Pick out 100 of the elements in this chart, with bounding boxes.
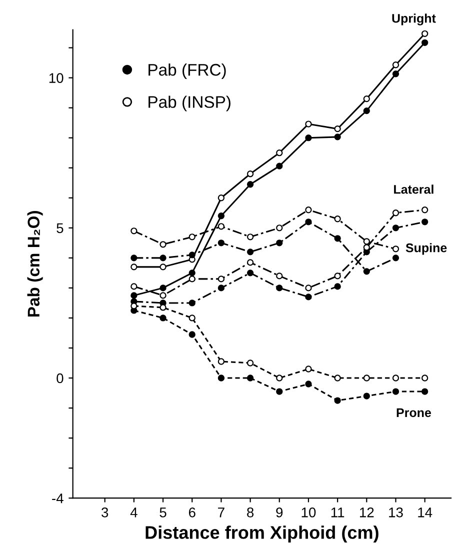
point <box>334 374 341 382</box>
point <box>363 238 370 245</box>
point <box>188 314 196 322</box>
y-axis-title: Pab (cm H₂O) <box>27 211 43 317</box>
point <box>246 170 254 178</box>
point <box>421 388 428 395</box>
point <box>392 374 400 382</box>
point <box>305 284 312 292</box>
x-tick-label: 8 <box>247 508 254 518</box>
point <box>130 302 138 310</box>
point <box>218 223 225 230</box>
point <box>334 134 341 140</box>
point <box>392 210 400 216</box>
point <box>421 39 428 46</box>
point <box>276 162 283 170</box>
x-tick-label: 5 <box>160 508 166 518</box>
x-tick-label: 12 <box>360 508 374 518</box>
point <box>160 241 166 248</box>
legend-label: Pab (FRC) <box>148 63 226 80</box>
x-tick-label: 10 <box>302 508 316 518</box>
legend-label: Pab (INSP) <box>148 96 230 112</box>
point <box>334 235 341 242</box>
point <box>188 234 196 240</box>
point <box>188 331 196 338</box>
point <box>246 181 254 188</box>
point <box>421 374 428 382</box>
point <box>218 284 225 292</box>
point <box>188 252 196 258</box>
y-tick-label: 10 <box>49 73 64 83</box>
point <box>160 264 166 270</box>
point <box>246 270 254 276</box>
point <box>421 30 428 37</box>
point <box>392 388 400 395</box>
point <box>392 70 400 78</box>
point <box>363 374 370 382</box>
point <box>334 272 341 280</box>
point <box>188 270 196 276</box>
point <box>392 62 400 68</box>
point <box>334 397 341 404</box>
x-tick-label: 7 <box>218 508 224 518</box>
point <box>246 259 254 266</box>
y-tick-label: 0 <box>56 373 64 384</box>
point <box>363 95 370 102</box>
point <box>130 264 138 270</box>
annotation: Supine <box>406 243 447 255</box>
point <box>130 283 138 290</box>
point <box>130 254 138 262</box>
point <box>305 366 312 372</box>
point <box>392 224 400 232</box>
point <box>363 107 370 114</box>
point <box>276 388 283 395</box>
point <box>246 234 254 240</box>
text: Upright <box>392 14 436 26</box>
point <box>218 212 225 220</box>
point <box>160 284 166 292</box>
annotation: Lateral <box>394 184 434 194</box>
point <box>130 228 138 234</box>
point <box>160 304 166 311</box>
point <box>160 254 166 262</box>
x-axis-title: Distance from Xiphoid (cm) <box>146 526 378 542</box>
annotation: Prone <box>396 408 432 418</box>
x-tick-label: 3 <box>102 508 108 518</box>
point <box>276 374 283 382</box>
point <box>276 240 283 246</box>
point <box>363 244 370 251</box>
point <box>305 134 312 142</box>
x-tick-label: 4 <box>130 508 138 518</box>
point <box>246 374 254 382</box>
point <box>218 358 225 365</box>
point <box>276 272 283 280</box>
point <box>421 206 428 214</box>
point <box>334 125 341 132</box>
point <box>276 224 283 232</box>
x-tick-label: 6 <box>188 508 196 518</box>
point <box>218 194 225 202</box>
point <box>188 276 196 282</box>
point <box>305 294 312 300</box>
point <box>305 206 312 214</box>
point <box>334 216 341 222</box>
point <box>363 268 370 275</box>
x-tick-label: 14 <box>418 508 432 518</box>
point <box>276 150 283 156</box>
point <box>130 292 138 299</box>
point <box>246 248 254 256</box>
point <box>246 360 254 366</box>
point <box>392 246 400 252</box>
x-tick-label: 9 <box>276 508 283 518</box>
point <box>218 240 225 246</box>
point <box>392 254 400 262</box>
point <box>305 120 312 128</box>
point <box>363 392 370 400</box>
point <box>421 218 428 226</box>
point <box>160 292 166 299</box>
y-tick-label: -4 <box>52 494 64 504</box>
x-tick-label: 13 <box>389 508 403 518</box>
point <box>218 374 225 382</box>
x-tick-label: 11 <box>331 508 344 518</box>
point <box>188 300 196 306</box>
point <box>305 218 312 226</box>
point <box>305 380 312 388</box>
